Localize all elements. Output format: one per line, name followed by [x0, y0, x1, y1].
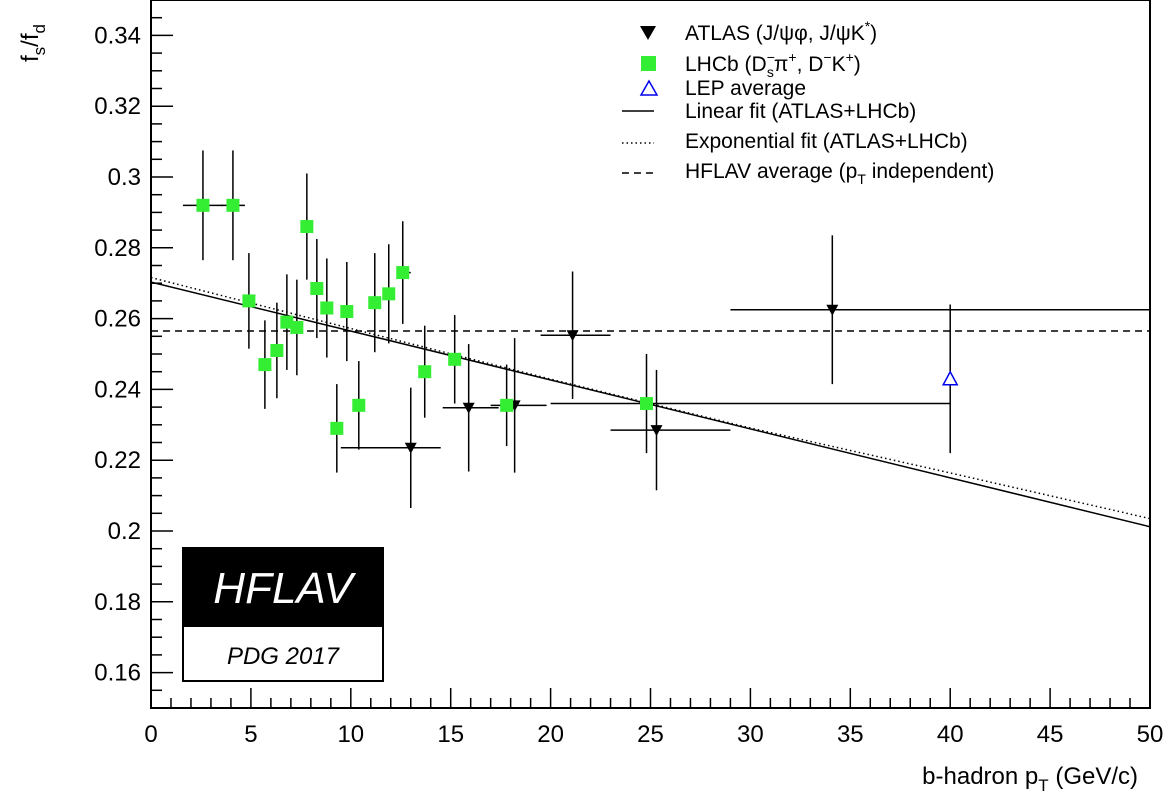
hflav-badge: HFLAV PDG 2017 [182, 547, 384, 682]
legend-item-exp: Exponential fit (ATLAS+LHCb) [622, 130, 968, 153]
y-axis: 0.16 0.18 0.2 0.22 0.24 0.26 0.28 0.3 0.32 0.34 [94, 0, 173, 709]
data-point-lhcb [196, 198, 210, 212]
data-point-lhcb [242, 294, 256, 308]
data-point-lhcb [320, 301, 334, 315]
data-point-lhcb [340, 305, 354, 319]
y-tick-label: 0.2 [108, 518, 141, 545]
legend: ATLAS (J/ψφ, J/ψK*) LHCb (D− sπ+, D−K+) L… [622, 18, 994, 187]
y-tick-label: 0.34 [94, 22, 141, 49]
x-axis-title: b-hadron pT (GeV/c) [922, 763, 1138, 795]
data-point-atlas [566, 330, 579, 342]
data-point-lhcb [270, 343, 284, 357]
y-tick-label: 0.3 [108, 164, 141, 191]
data-point-lhcb [310, 282, 324, 296]
badge-subtitle: PDG 2017 [227, 643, 341, 670]
y-tick-label: 0.16 [94, 660, 141, 687]
x-tick-label: 40 [937, 721, 964, 748]
x-tick-label: 25 [637, 721, 664, 748]
data-point-lep [941, 370, 959, 386]
x-tick-label: 45 [1037, 721, 1064, 748]
x-tick-label: 15 [437, 721, 464, 748]
data-point-lhcb [396, 266, 410, 280]
data-point-atlas [404, 442, 417, 454]
data-point-lhcb [330, 421, 344, 435]
x-tick-label: 20 [537, 721, 564, 748]
y-tick-label: 0.28 [94, 235, 141, 262]
legend-marker-lep [639, 79, 659, 96]
series-lhcb [182, 150, 951, 473]
legend-item-lep: LEP average [639, 77, 806, 100]
x-tick-label: 10 [337, 721, 364, 748]
y-axis-title: fs/fd [17, 24, 49, 62]
data-point-lhcb [382, 287, 396, 301]
badge-title: HFLAV [213, 564, 356, 613]
legend-marker-lhcb [641, 56, 656, 71]
legend-item-linear: Linear fit (ATLAS+LHCb) [622, 100, 916, 123]
data-point-lhcb [500, 398, 514, 412]
data-point-lhcb [352, 398, 366, 412]
data-point-lhcb [448, 352, 462, 366]
data-point-lhcb [300, 220, 314, 234]
data-point-lhcb [418, 365, 432, 379]
data-point-lhcb [290, 320, 304, 334]
data-point-atlas [826, 304, 839, 316]
y-tick-label: 0.32 [94, 93, 141, 120]
legend-item-atlas: ATLAS (J/ψφ, J/ψK*) [640, 18, 877, 45]
y-tick-label: 0.26 [94, 306, 141, 333]
svg-text:ATLAS (J/ψφ, J/ψK*): ATLAS (J/ψφ, J/ψK*) [685, 18, 877, 45]
data-point-lhcb [368, 296, 382, 310]
svg-text:LHCb (D−sπ+, D−K+): LHCb (D− sπ+, D−K+) [685, 49, 861, 80]
svg-text:Linear fit (ATLAS+LHCb): Linear fit (ATLAS+LHCb) [685, 100, 916, 123]
x-tick-label: 50 [1137, 721, 1164, 748]
data-point-lhcb [258, 358, 272, 372]
x-tick-label: 5 [244, 721, 257, 748]
y-tick-label: 0.24 [94, 376, 141, 403]
x-axis: 0 5 10 15 20 25 30 35 40 45 50 [144, 688, 1163, 748]
data-point-lhcb [226, 198, 240, 212]
data-point-atlas [462, 402, 475, 414]
svg-text:LEP average: LEP average [685, 77, 806, 100]
data-point-lhcb [640, 397, 654, 411]
x-tick-label: 0 [144, 721, 157, 748]
badge-title-box [183, 548, 383, 627]
series-atlas [340, 235, 1150, 508]
series-lep [941, 304, 959, 454]
legend-marker-atlas [640, 26, 656, 40]
data-point-lhcb [280, 315, 294, 329]
legend-item-hflav: HFLAV average (pT independent) [622, 160, 994, 187]
x-tick-label: 35 [837, 721, 864, 748]
y-tick-label: 0.18 [94, 589, 141, 616]
legend-item-lhcb: LHCb (D− sπ+, D−K+) [641, 49, 861, 80]
svg-text:HFLAV average (pT independent): HFLAV average (pT independent) [685, 160, 994, 187]
x-tick-label: 30 [737, 721, 764, 748]
svg-text:Exponential fit (ATLAS+LHCb): Exponential fit (ATLAS+LHCb) [685, 130, 968, 153]
data-point-atlas [650, 425, 663, 437]
y-tick-label: 0.22 [94, 447, 141, 474]
